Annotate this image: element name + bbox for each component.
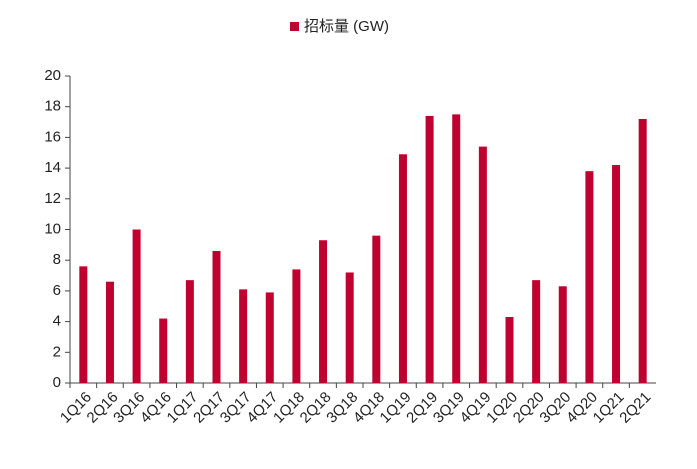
bar [79, 266, 88, 383]
bar [398, 154, 407, 383]
bar [585, 171, 594, 383]
bar [292, 269, 301, 383]
y-tick-label: 20 [44, 67, 61, 84]
bar [532, 280, 541, 383]
bar [478, 146, 487, 383]
y-tick-label: 18 [44, 98, 61, 115]
bar [239, 289, 248, 383]
bar [372, 235, 381, 383]
bar [212, 250, 221, 383]
bar [345, 272, 354, 383]
bar [319, 240, 328, 383]
y-tick-label: 10 [44, 220, 61, 237]
y-tick-label: 6 [53, 282, 61, 299]
bar [638, 118, 647, 383]
bar [132, 229, 141, 383]
bar [159, 318, 168, 383]
legend-swatch [290, 22, 299, 31]
x-tick-label: 2Q21 [616, 389, 654, 427]
bar [425, 115, 434, 383]
bar [185, 280, 194, 383]
bar [265, 292, 274, 383]
bar [452, 114, 461, 383]
bar [505, 316, 514, 383]
y-tick-label: 4 [53, 313, 61, 330]
y-tick-label: 16 [44, 128, 61, 145]
y-tick-label: 14 [44, 159, 61, 176]
bar [105, 281, 114, 383]
bar [558, 286, 567, 383]
legend-label: 招标量 (GW) [304, 18, 389, 35]
y-tick-label: 12 [44, 190, 61, 207]
bar [612, 165, 621, 383]
y-tick-label: 8 [53, 251, 61, 268]
y-tick-label: 0 [53, 374, 61, 391]
y-tick-label: 2 [53, 343, 61, 360]
